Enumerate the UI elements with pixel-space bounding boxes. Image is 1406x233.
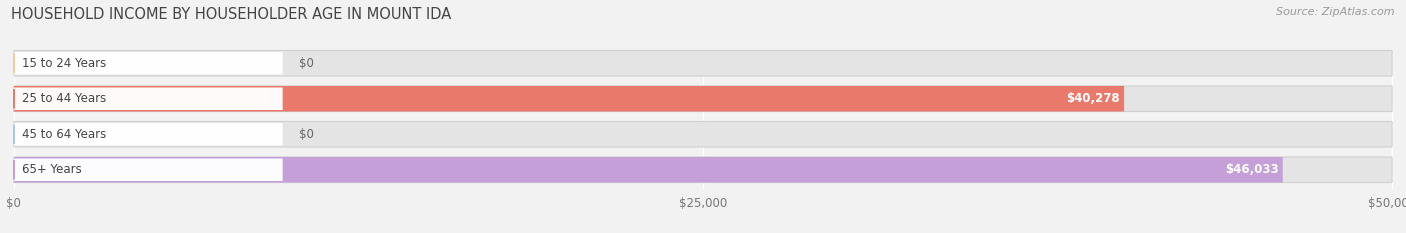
- Text: Source: ZipAtlas.com: Source: ZipAtlas.com: [1277, 7, 1395, 17]
- Text: $40,278: $40,278: [1066, 92, 1121, 105]
- FancyBboxPatch shape: [14, 158, 283, 181]
- Text: HOUSEHOLD INCOME BY HOUSEHOLDER AGE IN MOUNT IDA: HOUSEHOLD INCOME BY HOUSEHOLDER AGE IN M…: [11, 7, 451, 22]
- FancyBboxPatch shape: [14, 86, 1125, 112]
- Text: $46,033: $46,033: [1225, 163, 1278, 176]
- Text: 15 to 24 Years: 15 to 24 Years: [22, 57, 107, 70]
- Text: 45 to 64 Years: 45 to 64 Years: [22, 128, 107, 141]
- FancyBboxPatch shape: [14, 123, 283, 145]
- Text: $0: $0: [299, 128, 314, 141]
- FancyBboxPatch shape: [14, 88, 283, 110]
- FancyBboxPatch shape: [14, 51, 1392, 76]
- Text: 65+ Years: 65+ Years: [22, 163, 82, 176]
- Text: 25 to 44 Years: 25 to 44 Years: [22, 92, 107, 105]
- FancyBboxPatch shape: [14, 121, 1392, 147]
- FancyBboxPatch shape: [14, 157, 1282, 182]
- FancyBboxPatch shape: [14, 86, 1392, 112]
- Text: $0: $0: [299, 57, 314, 70]
- FancyBboxPatch shape: [14, 52, 283, 75]
- FancyBboxPatch shape: [14, 157, 1392, 182]
